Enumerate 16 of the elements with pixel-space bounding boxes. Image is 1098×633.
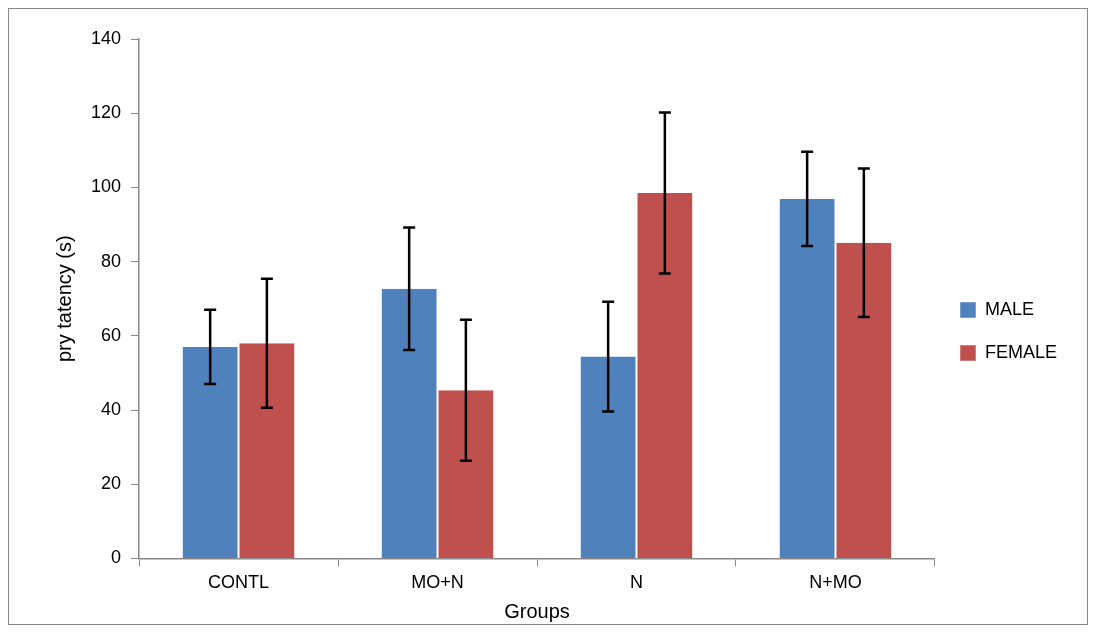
y-tick-label: 40 [101,398,122,419]
x-tick-label: CONTL [208,572,270,593]
y-tick-label: 20 [101,473,122,494]
x-tick-label: N+MO [809,572,862,593]
y-axis-title: pry tatency (s) [52,235,75,363]
legend-label: MALE [984,298,1035,319]
y-tick-label: 120 [90,102,122,123]
x-axis-title: Groups [504,599,570,622]
legend-label: FEMALE [984,341,1058,362]
y-tick-label: 100 [90,176,122,197]
y-tick-label: 60 [101,324,122,345]
y-tick-label: 140 [90,27,122,48]
x-tick-label: N [630,572,643,593]
x-tick-label: MO+N [411,572,464,593]
y-tick-label: 80 [101,250,122,271]
y-tick-label: 0 [111,547,122,568]
